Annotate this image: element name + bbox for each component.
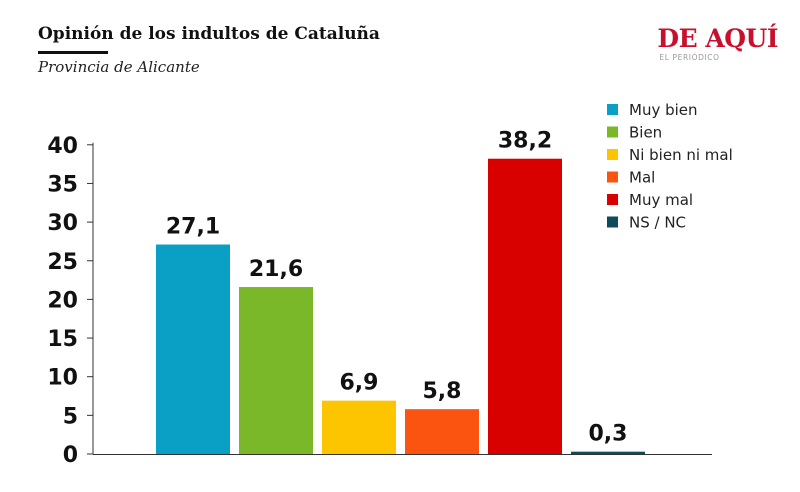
brand-name: DE AQUÍ [657,24,778,53]
bar-value-label: 21,6 [249,257,303,282]
brand-subname: EL PERIÓDICO [659,53,720,62]
legend-label: NS / NC [629,214,686,232]
y-tick-label: 5 [63,404,78,429]
y-tick-label: 0 [63,443,78,468]
legend-label: Ni bien ni mal [629,146,733,164]
y-tick-label: 15 [47,327,78,352]
bar-value-label: 0,3 [589,422,628,447]
legend-swatch [607,171,618,183]
bar [156,244,230,454]
chart-title: Opinión de los indultos de Cataluña [38,24,380,44]
bar-value-label: 5,8 [423,379,462,404]
bar [405,409,479,454]
bar [322,400,396,454]
bar-value-label: 6,9 [340,371,379,396]
bar [488,158,562,455]
bar-value-label: 27,1 [166,215,220,240]
legend-label: Bien [629,124,662,142]
bar [239,287,313,454]
bar [571,451,645,454]
brand-logo: DE AQUÍ EL PERIÓDICO [657,24,778,63]
legend-swatch [607,194,618,205]
legend-swatch [607,104,618,115]
legend-swatch [607,149,618,160]
legend-label: Muy bien [629,101,698,119]
legend-label: Muy mal [629,191,693,209]
y-tick-label: 10 [47,366,78,391]
y-tick-label: 40 [47,134,78,159]
legend-swatch [607,216,618,228]
y-tick-label: 35 [47,172,78,197]
legend-label: Mal [629,169,655,187]
y-tick-label: 25 [47,250,78,275]
chart-subtitle: Provincia de Alicante [38,58,200,76]
legend-swatch [607,126,618,138]
title-underline [38,51,108,54]
bar-value-label: 38,2 [498,129,552,154]
y-tick-label: 20 [47,288,78,313]
y-tick-label: 30 [47,211,78,236]
